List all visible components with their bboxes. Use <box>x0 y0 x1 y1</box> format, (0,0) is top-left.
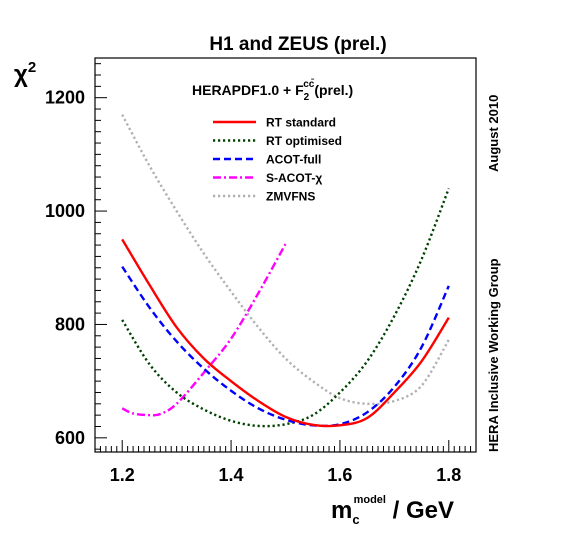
chart-subtitle: HERAPDF1.0 + F2 cc̄(prel.) <box>192 78 353 103</box>
y-tick-label: 1000 <box>45 201 85 221</box>
subtitle-main: HERAPDF1.0 + F <box>192 82 304 98</box>
svg-text:mcmodel / GeV: mc model / GeV <box>331 494 454 527</box>
side-label-group: HERA Inclusive Working Group <box>486 258 501 452</box>
side-label-date: August 2010 <box>486 95 501 172</box>
subtitle-sup: cc̄ <box>303 78 315 90</box>
xlabel-tail: / GeV <box>386 497 454 524</box>
legend-label: RT optimised <box>266 134 342 148</box>
legend-label: S-ACOT-χ <box>266 171 322 185</box>
xlabel-sup: model <box>354 494 386 506</box>
legend-label: RT standard <box>266 116 336 130</box>
series-line <box>122 188 449 426</box>
y-tick-label: 1200 <box>45 88 85 108</box>
y-axis-label: χ2 <box>14 59 36 88</box>
xlabel-sub: c <box>352 512 359 527</box>
subtitle-sub: 2 <box>304 92 310 103</box>
x-tick-label: 1.6 <box>327 465 352 485</box>
x-tick-label: 1.2 <box>110 465 135 485</box>
svg-text:χ2: χ2 <box>14 59 36 88</box>
axis-ticks: 1.2 1.4 1.6 1.8 600 800 1000 1200 <box>45 64 476 485</box>
svg-text:HERAPDF1.0 + F2cc̄(prel.): HERAPDF1.0 + F2 cc̄(prel.) <box>192 78 353 103</box>
chart-title: H1 and ZEUS (prel.) <box>209 34 386 55</box>
ylabel-sup: 2 <box>28 59 36 76</box>
y-tick-label: 800 <box>55 314 85 334</box>
x-axis-label: mc model / GeV <box>331 494 454 527</box>
legend-label: ACOT-full <box>266 153 321 167</box>
xlabel-main: m <box>331 497 352 524</box>
ylabel-main: χ <box>14 61 28 88</box>
x-tick-label: 1.8 <box>436 465 461 485</box>
series-line <box>122 239 449 426</box>
legend-label: ZMVFNS <box>266 190 315 204</box>
y-tick-label: 600 <box>55 428 85 448</box>
legend: RT standard RT optimised ACOT-full S-ACOT-χ… <box>213 116 342 204</box>
subtitle-tail: (prel.) <box>314 82 353 98</box>
series-line <box>122 267 449 426</box>
x-tick-label: 1.4 <box>219 465 244 485</box>
